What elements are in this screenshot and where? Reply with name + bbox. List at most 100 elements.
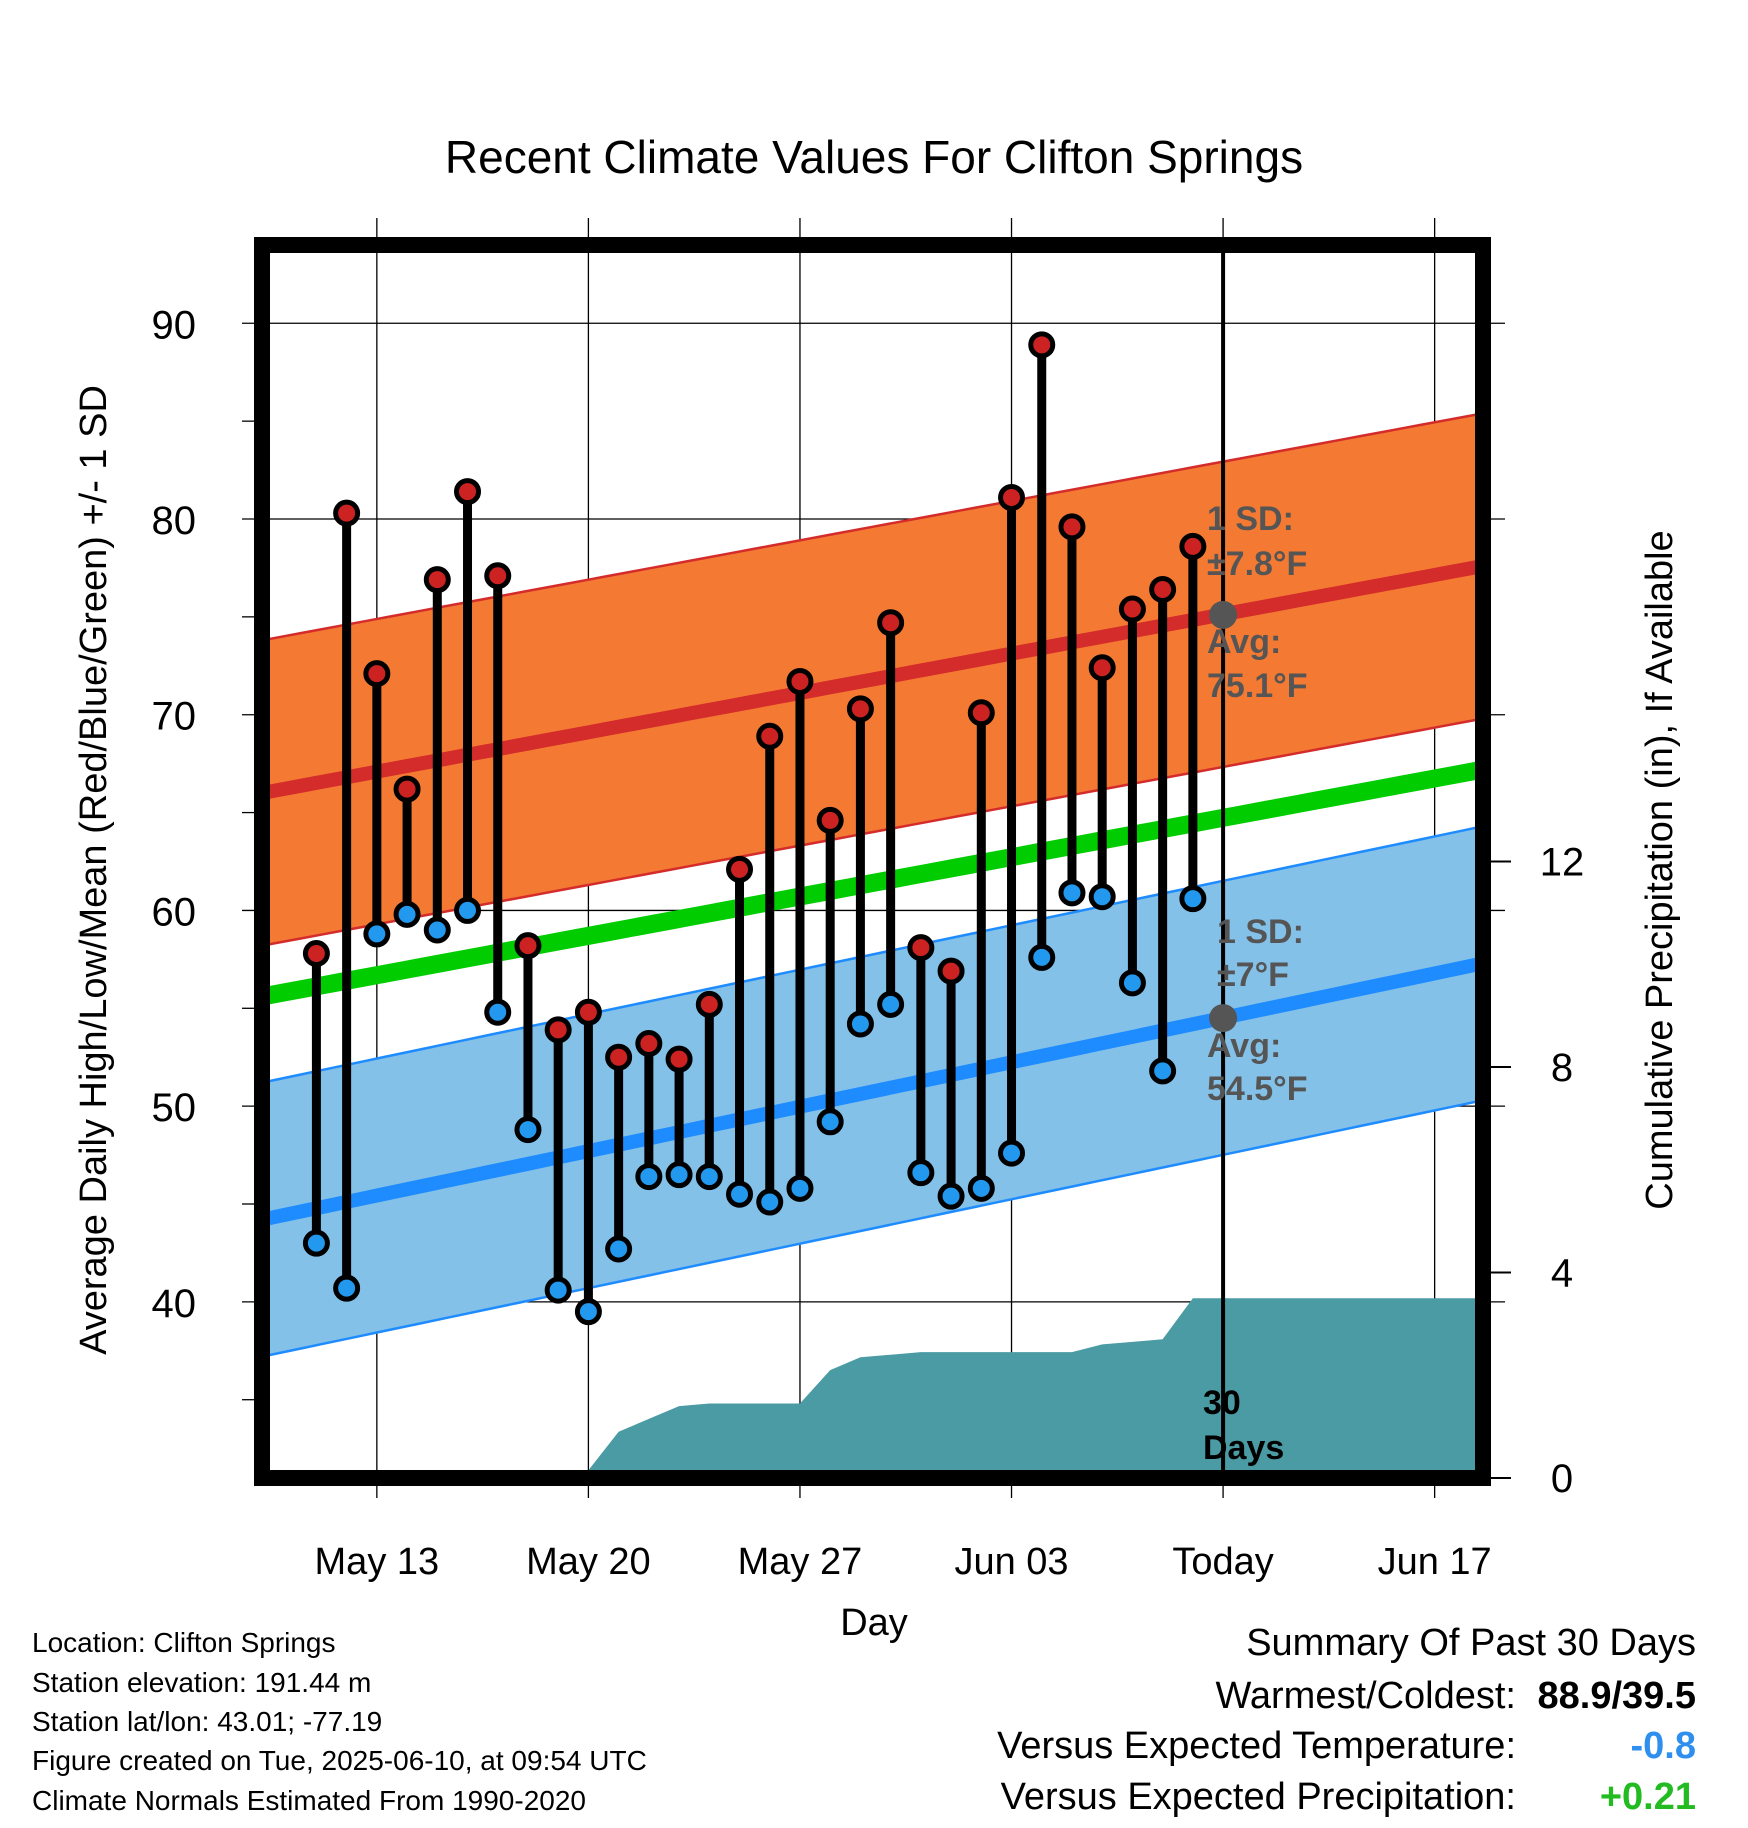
low-avg-value: 54.5°F xyxy=(1207,1070,1308,1108)
daily-high-point xyxy=(695,990,723,1018)
y2-axis-label: Cumulative Precipitation (in), If Availa… xyxy=(1639,530,1681,1209)
daily-low-point xyxy=(846,1010,874,1038)
daily-high-point xyxy=(333,499,361,527)
x-tick-label: May 13 xyxy=(315,1541,440,1583)
summary-warmest-coldest: Warmest/Coldest: 88.9/39.5 xyxy=(1215,1675,1696,1718)
y2-tick-label: 0 xyxy=(1551,1457,1573,1501)
daily-low-point xyxy=(635,1163,663,1191)
y-tick-label: 60 xyxy=(152,890,197,934)
daily-high-point xyxy=(937,957,965,985)
y-axis-label: Average Daily High/Low/Mean (Red/Blue/Gr… xyxy=(73,385,115,1355)
daily-high-point xyxy=(1179,532,1207,560)
daily-low-point xyxy=(302,1229,330,1257)
daily-high-point xyxy=(635,1030,663,1058)
daily-low-point xyxy=(967,1174,995,1202)
low-sd-edge-lower xyxy=(262,1099,1483,1358)
y-tick-label: 40 xyxy=(152,1282,197,1326)
daily-low-point xyxy=(454,896,482,924)
y-tick-label: 70 xyxy=(152,695,197,739)
daily-low-point xyxy=(1028,943,1056,971)
daily-high-point xyxy=(877,609,905,637)
temperature-value: -0.8 xyxy=(1630,1725,1696,1767)
normal-mean-line xyxy=(262,760,1483,1006)
daily-low-point xyxy=(393,900,421,928)
latlon-text: Station lat/lon: 43.01; -77.19 xyxy=(32,1706,383,1737)
daily-high-point xyxy=(393,775,421,803)
daily-high-point xyxy=(1028,331,1056,359)
daily-high-point xyxy=(1058,513,1086,541)
daily-high-point xyxy=(574,998,602,1026)
x-axis-label: Day xyxy=(840,1602,908,1644)
normals-text: Climate Normals Estimated From 1990-2020 xyxy=(32,1785,586,1816)
daily-low-point xyxy=(756,1188,784,1216)
daily-low-point xyxy=(907,1159,935,1187)
daily-high-point xyxy=(998,483,1026,511)
daily-high-point xyxy=(907,934,935,962)
daily-low-point xyxy=(605,1235,633,1263)
warmest-coldest-label: Warmest/Coldest: xyxy=(1215,1675,1516,1717)
daily-low-point xyxy=(514,1116,542,1144)
daily-low-point xyxy=(484,998,512,1026)
daily-low-point xyxy=(1118,969,1146,997)
daily-low-point xyxy=(998,1139,1026,1167)
y-tick-label: 80 xyxy=(152,499,197,543)
days-count: 30 xyxy=(1203,1384,1241,1422)
y-tick-label: 50 xyxy=(152,1086,197,1130)
high-avg-label: Avg: xyxy=(1207,623,1281,661)
daily-low-point xyxy=(1058,879,1086,907)
summary-temperature: Versus Expected Temperature: -0.8 xyxy=(997,1725,1696,1768)
x-tick-label: Today xyxy=(1172,1541,1273,1583)
daily-high-point xyxy=(786,667,814,695)
daily-low-point xyxy=(877,990,905,1018)
y2-tick-label: 8 xyxy=(1551,1046,1573,1090)
normal-low-line xyxy=(262,956,1483,1227)
low-avg-marker xyxy=(1209,1004,1238,1033)
daily-high-point xyxy=(1118,595,1146,623)
y2-tick-label: 4 xyxy=(1551,1252,1573,1296)
daily-low-point xyxy=(363,920,391,948)
summary-heading: Summary Of Past 30 Days xyxy=(1246,1622,1696,1664)
location-text: Location: Clifton Springs xyxy=(32,1627,336,1658)
daily-high-point xyxy=(544,1016,572,1044)
daily-high-point xyxy=(423,566,451,594)
daily-high-point xyxy=(1088,654,1116,682)
elevation-text: Station elevation: 191.44 m xyxy=(32,1667,372,1698)
daily-low-point xyxy=(695,1163,723,1191)
daily-low-point xyxy=(665,1161,693,1189)
daily-high-point xyxy=(1149,575,1177,603)
low-sd-label: 1 SD: xyxy=(1217,913,1304,951)
daily-low-point xyxy=(423,916,451,944)
daily-low-point xyxy=(786,1174,814,1202)
daily-low-point xyxy=(333,1274,361,1302)
high-avg-value: 75.1°F xyxy=(1207,667,1308,705)
plot-frame xyxy=(254,237,1491,1486)
low-avg-label: Avg: xyxy=(1207,1027,1281,1065)
daily-low-point xyxy=(937,1182,965,1210)
chart-title: Recent Climate Values For Clifton Spring… xyxy=(445,131,1303,183)
daily-high-point xyxy=(846,695,874,723)
daily-high-point xyxy=(816,806,844,834)
high-sd-value: ±7.8°F xyxy=(1207,545,1307,583)
low-sd-value: ±7°F xyxy=(1217,956,1289,994)
daily-high-point xyxy=(514,932,542,960)
daily-high-point xyxy=(756,722,784,750)
daily-high-point xyxy=(605,1043,633,1071)
daily-high-point xyxy=(665,1045,693,1073)
high-avg-marker xyxy=(1209,600,1238,629)
daily-low-point xyxy=(726,1180,754,1208)
y-tick-label: 90 xyxy=(152,303,197,347)
daily-high-point xyxy=(967,699,995,727)
daily-high-point xyxy=(484,562,512,590)
warmest-coldest-value: 88.9/39.5 xyxy=(1537,1675,1696,1717)
daily-high-point xyxy=(363,660,391,688)
x-tick-label: Jun 03 xyxy=(954,1541,1068,1583)
precipitation-value: +0.21 xyxy=(1599,1776,1696,1818)
daily-low-point xyxy=(544,1276,572,1304)
daily-high-point xyxy=(454,478,482,506)
daily-high-point xyxy=(302,939,330,967)
summary-precipitation: Versus Expected Precipitation: +0.21 xyxy=(1001,1776,1696,1819)
daily-low-point xyxy=(1149,1057,1177,1085)
precipitation-area xyxy=(316,1298,1483,1478)
daily-low-point xyxy=(1088,883,1116,911)
